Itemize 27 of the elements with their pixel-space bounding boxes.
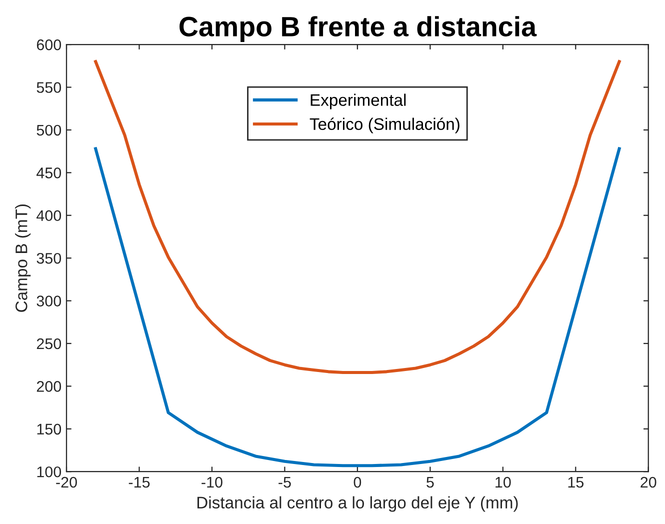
x-tick-label: 15 xyxy=(568,477,584,488)
y-axis-title: Campo B (mT) xyxy=(15,204,31,312)
x-tick-label: 10 xyxy=(496,476,511,488)
x-tick-label: 0 xyxy=(354,476,362,488)
x-tick-label: 5 xyxy=(426,477,434,488)
chart-title: Campo B frente a distancia xyxy=(180,16,537,42)
y-tick-label: 450 xyxy=(36,168,62,178)
y-tick-label: 250 xyxy=(36,338,62,350)
y-tick-label: 500 xyxy=(36,124,62,136)
y-tick-label: 400 xyxy=(36,210,62,222)
x-tick-label: 20 xyxy=(640,476,656,488)
x-tick-label: -5 xyxy=(278,477,291,488)
x-tick-label: -10 xyxy=(202,476,222,488)
y-tick-label: 200 xyxy=(36,381,62,392)
x-axis-title: Distancia al centro a lo largo del eje Y (mm) xyxy=(197,496,518,512)
y-tick-label: 550 xyxy=(36,82,62,93)
x-tick-label: -15 xyxy=(128,477,150,488)
line-series xyxy=(94,60,621,374)
legend-label: Teórico (Simulación) xyxy=(310,118,460,134)
y-tick-label: 600 xyxy=(36,39,62,50)
y-tick-label: 150 xyxy=(37,424,62,435)
y-tick-label: 300 xyxy=(36,296,62,306)
x-tick-label: -20 xyxy=(56,476,77,488)
y-tick-label: 100 xyxy=(37,466,62,478)
legend-label: Experimental xyxy=(310,94,406,110)
line-series xyxy=(94,147,621,468)
y-tick-label: 350 xyxy=(36,252,62,264)
